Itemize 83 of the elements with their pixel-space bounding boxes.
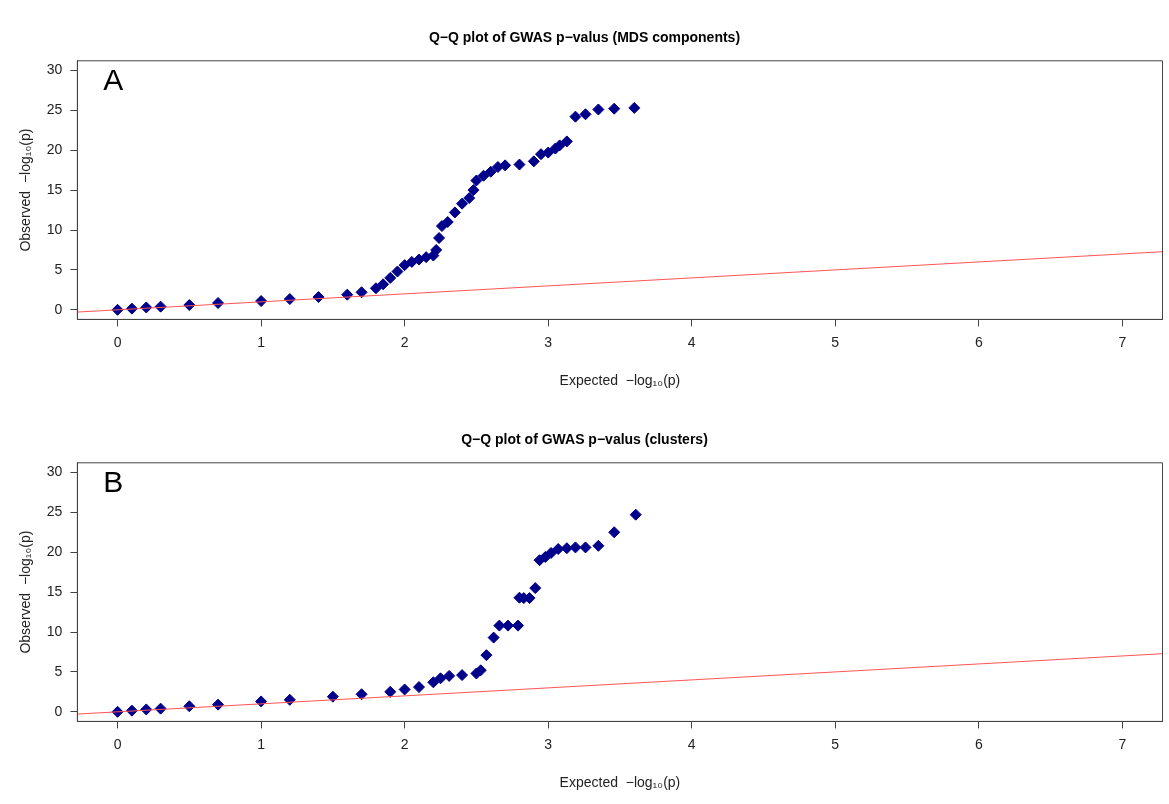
chart-title: Q−Q plot of GWAS p−valus (MDS components): [428, 29, 741, 46]
y-tick-label: 0: [54, 702, 63, 719]
x-axis-title: Expected −log₁₀(p): [559, 774, 681, 791]
y-tick-label: 30: [46, 463, 63, 480]
y-tick-label: 15: [46, 180, 63, 197]
x-tick-label: 3: [544, 333, 553, 350]
y-tick-label: 20: [46, 543, 63, 560]
y-axis-title: Observed −log₁₀(p): [17, 128, 34, 252]
point: [412, 681, 425, 694]
x-axis-title: Expected −log₁₀(p): [559, 372, 681, 389]
x-tick-label: 3: [544, 735, 553, 752]
annotation: B: [103, 465, 124, 499]
point: [569, 110, 582, 123]
y-tick-label: 10: [46, 622, 63, 639]
point: [477, 169, 490, 182]
point: [430, 243, 443, 256]
point: [579, 541, 592, 554]
point: [377, 278, 390, 291]
y-tick-label: 5: [54, 260, 63, 277]
x-tick-label: 0: [113, 735, 122, 752]
point: [560, 135, 573, 148]
x-tick-label: 2: [400, 333, 409, 350]
chart-title: Q−Q plot of GWAS p−valus (clusters): [461, 431, 708, 448]
point: [434, 672, 447, 685]
point: [487, 631, 500, 644]
point: [542, 146, 555, 159]
x-tick-label: 6: [974, 333, 983, 350]
x-tick-label: 5: [831, 735, 840, 752]
point: [433, 231, 446, 244]
point: [456, 669, 469, 682]
point: [512, 619, 525, 632]
point: [592, 103, 605, 116]
x-tick-label: 7: [1118, 333, 1127, 350]
point: [384, 685, 397, 698]
x-tick-label: 4: [687, 333, 696, 350]
point: [529, 582, 542, 595]
point: [608, 102, 621, 115]
point: [398, 259, 411, 272]
y-tick-label: 10: [46, 220, 63, 237]
point: [456, 197, 469, 210]
point: [629, 508, 642, 521]
y-axis-title: Observed −log₁₀(p): [17, 530, 34, 654]
x-tick-label: 5: [831, 333, 840, 350]
point: [527, 155, 540, 168]
point: [608, 526, 621, 539]
y-tick-label: 30: [46, 61, 63, 78]
y-tick-label: 25: [46, 101, 63, 118]
point: [355, 286, 368, 299]
point: [355, 688, 368, 701]
point: [369, 282, 382, 295]
point: [513, 158, 526, 171]
point: [628, 101, 641, 114]
point: [470, 174, 483, 187]
point: [441, 216, 454, 229]
y-tick-label: 20: [46, 141, 63, 158]
point: [467, 184, 480, 197]
y-tick-label: 25: [46, 503, 63, 520]
x-tick-label: 1: [257, 333, 266, 350]
x-tick-label: 0: [113, 333, 122, 350]
point: [534, 148, 547, 161]
point: [443, 669, 456, 682]
point: [569, 541, 582, 554]
point: [391, 265, 404, 278]
point: [592, 539, 605, 552]
point: [484, 165, 497, 178]
point: [398, 683, 411, 696]
x-tick-label: 4: [687, 735, 696, 752]
point: [427, 676, 440, 689]
y-tick-label: 5: [54, 662, 63, 679]
annotation: A: [103, 63, 124, 97]
point: [480, 649, 493, 662]
point: [448, 206, 461, 219]
point: [579, 108, 592, 121]
point: [463, 192, 476, 205]
y-tick-label: 15: [46, 582, 63, 599]
x-tick-label: 7: [1118, 735, 1127, 752]
point: [499, 159, 512, 172]
point: [384, 271, 397, 284]
x-tick-label: 1: [257, 735, 266, 752]
x-tick-label: 6: [974, 735, 983, 752]
point: [474, 664, 487, 677]
y-tick-label: 0: [54, 300, 63, 317]
x-tick-label: 2: [400, 735, 409, 752]
